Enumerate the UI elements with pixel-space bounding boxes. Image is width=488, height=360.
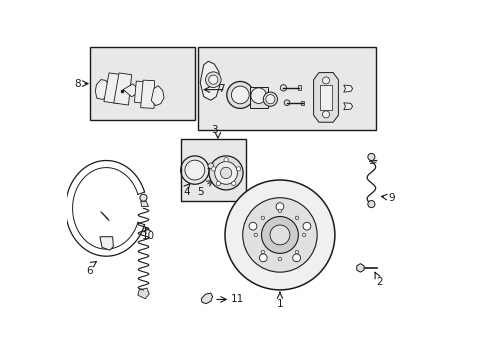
Circle shape xyxy=(303,222,310,230)
Circle shape xyxy=(269,225,289,245)
Circle shape xyxy=(261,216,264,220)
Circle shape xyxy=(208,75,218,84)
Polygon shape xyxy=(200,61,219,100)
Circle shape xyxy=(261,216,298,253)
Circle shape xyxy=(216,181,220,186)
Polygon shape xyxy=(151,86,163,105)
Circle shape xyxy=(263,92,277,106)
Circle shape xyxy=(224,158,228,162)
Circle shape xyxy=(205,72,221,87)
Circle shape xyxy=(278,257,281,261)
Text: 3: 3 xyxy=(211,125,217,135)
Polygon shape xyxy=(134,81,145,103)
Text: 5: 5 xyxy=(197,187,204,197)
Polygon shape xyxy=(343,103,352,110)
Text: 6: 6 xyxy=(86,266,92,276)
Circle shape xyxy=(322,77,329,84)
Circle shape xyxy=(250,88,266,103)
Text: 4: 4 xyxy=(183,187,190,197)
Polygon shape xyxy=(201,293,212,304)
Polygon shape xyxy=(95,80,109,99)
Circle shape xyxy=(226,81,253,108)
Circle shape xyxy=(214,162,237,184)
Circle shape xyxy=(211,167,215,171)
Bar xyxy=(301,100,304,105)
Circle shape xyxy=(292,254,300,262)
Bar xyxy=(181,139,246,201)
Circle shape xyxy=(242,198,317,272)
Circle shape xyxy=(209,156,243,190)
Circle shape xyxy=(302,233,305,237)
Polygon shape xyxy=(141,80,154,108)
Text: 9: 9 xyxy=(387,193,394,203)
Circle shape xyxy=(259,254,266,262)
Circle shape xyxy=(236,167,240,171)
Circle shape xyxy=(140,194,147,201)
Bar xyxy=(249,87,267,108)
Text: 10: 10 xyxy=(141,231,154,242)
Circle shape xyxy=(254,233,257,237)
Polygon shape xyxy=(313,73,338,122)
Circle shape xyxy=(231,86,248,104)
Circle shape xyxy=(322,111,329,118)
Text: 11: 11 xyxy=(230,294,244,305)
Text: 2: 2 xyxy=(375,278,382,288)
Circle shape xyxy=(367,201,374,208)
Circle shape xyxy=(367,153,374,161)
Circle shape xyxy=(207,163,213,168)
Polygon shape xyxy=(138,288,149,299)
Circle shape xyxy=(261,250,264,254)
Circle shape xyxy=(280,85,286,91)
Circle shape xyxy=(220,167,231,179)
Polygon shape xyxy=(104,73,122,104)
Text: 8: 8 xyxy=(74,78,81,89)
Bar xyxy=(319,85,332,110)
Bar xyxy=(198,47,375,130)
Polygon shape xyxy=(114,73,131,105)
Bar xyxy=(297,85,301,90)
Circle shape xyxy=(184,160,204,180)
Text: 1: 1 xyxy=(276,299,283,309)
Polygon shape xyxy=(100,237,113,250)
Circle shape xyxy=(295,250,298,254)
Circle shape xyxy=(224,180,334,290)
Polygon shape xyxy=(356,264,364,272)
Bar xyxy=(90,47,195,120)
Polygon shape xyxy=(141,201,148,207)
Circle shape xyxy=(276,203,283,211)
Polygon shape xyxy=(123,84,141,97)
Circle shape xyxy=(295,216,298,220)
Circle shape xyxy=(278,209,281,213)
Polygon shape xyxy=(343,85,352,92)
Text: 7: 7 xyxy=(217,84,224,94)
Circle shape xyxy=(284,100,289,105)
Circle shape xyxy=(231,181,235,186)
Circle shape xyxy=(265,95,274,104)
Circle shape xyxy=(248,222,256,230)
